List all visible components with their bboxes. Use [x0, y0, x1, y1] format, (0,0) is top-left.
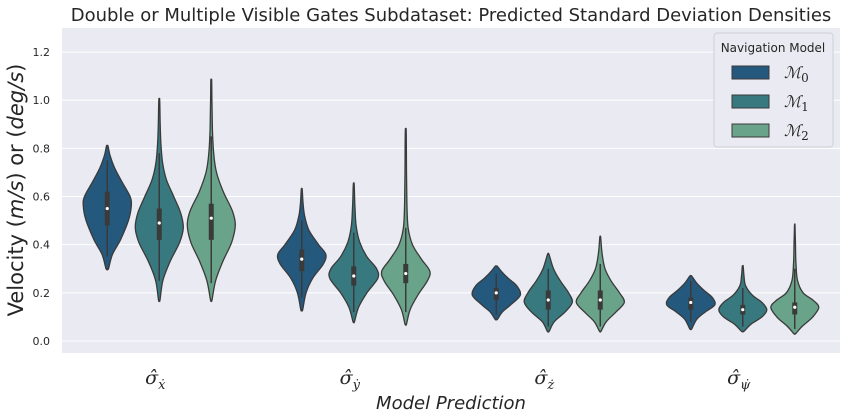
category-base: σ̂ — [340, 367, 354, 389]
x-category-label: σ̂ż — [534, 367, 554, 393]
violin-m0-cat1 — [276, 187, 327, 312]
legend-label-subscript: 2 — [801, 129, 809, 143]
y-tick-label: 0.4 — [33, 239, 51, 252]
legend-entry[interactable]: ℳ1 — [731, 92, 809, 114]
x-category-label: σ̂ẏ — [340, 367, 361, 393]
violin-median — [741, 308, 745, 312]
y-tick-label: 1.2 — [33, 46, 51, 59]
category-base: σ̂ — [145, 367, 159, 389]
violin-m2-cat3 — [770, 223, 820, 335]
category-subscript: ẋ — [158, 378, 166, 393]
category-subscript: ẏ — [352, 378, 361, 393]
violin-m2-cat2 — [575, 235, 626, 333]
x-category-label: σ̂ψ̇ — [727, 367, 751, 393]
chart-title: Double or Multiple Visible Gates Subdata… — [71, 5, 832, 26]
violin-median — [494, 291, 498, 295]
legend-label-subscript: 0 — [801, 71, 809, 85]
category-base: σ̂ — [534, 367, 548, 389]
legend-title: Navigation Model — [721, 41, 826, 55]
violin-m0-cat0 — [82, 144, 133, 271]
violin-m1-cat3 — [718, 264, 768, 333]
x-category-label: σ̂ẋ — [145, 367, 166, 393]
legend-entry[interactable]: ℳ0 — [731, 63, 809, 85]
violin-median — [352, 274, 356, 278]
violin-m0-cat3 — [665, 274, 716, 331]
violin-body — [380, 127, 431, 326]
legend-swatch — [731, 94, 770, 109]
legend-label: ℳ0 — [784, 63, 809, 85]
violin-median — [105, 206, 109, 211]
legend-label-base: ℳ — [784, 121, 804, 140]
x-axis-label: Model Prediction — [376, 393, 526, 414]
violin-median — [689, 300, 693, 305]
y-tick-labels: 0.0 0.2 0.4 0.6 0.8 1.0 1.2 — [33, 46, 51, 348]
violin-m2-cat0 — [186, 78, 236, 303]
violin-iqr-box — [208, 203, 214, 240]
legend-swatch — [731, 123, 770, 138]
y-tick-label: 0.2 — [33, 287, 51, 300]
y-tick-label: 0.0 — [33, 335, 51, 348]
y-tick-label: 0.6 — [33, 191, 51, 204]
category-subscript: ψ̇ — [740, 378, 751, 393]
violins — [82, 78, 820, 335]
violin-m1-cat1 — [328, 182, 380, 324]
violin-median — [598, 298, 602, 302]
x-category-labels: σ̂ẋ σ̂ẏ σ̂ż σ̂ψ̇ — [145, 367, 751, 393]
y-axis-label: Velocity (m/s) or (deg/s) — [4, 64, 28, 317]
y-tick-label: 0.8 — [33, 142, 51, 155]
y-tick-label: 1.0 — [33, 94, 51, 107]
legend-label: ℳ1 — [784, 92, 809, 114]
category-base: σ̂ — [727, 367, 741, 389]
legend-label-base: ℳ — [784, 92, 804, 111]
violin-median — [300, 257, 304, 261]
violin-m0-cat2 — [471, 265, 522, 321]
violin-m2-cat1 — [380, 127, 431, 326]
grid-lines — [62, 51, 840, 342]
legend-swatch — [731, 65, 770, 80]
violin-median — [793, 305, 797, 309]
violin-median — [209, 216, 213, 220]
category-subscript: ż — [546, 378, 554, 393]
violin-m1-cat0 — [134, 97, 184, 303]
violin-m1-cat2 — [523, 252, 574, 333]
violin-median — [546, 298, 550, 302]
violin-median — [157, 221, 161, 225]
legend-entry[interactable]: ℳ2 — [731, 121, 809, 143]
legend-label: ℳ2 — [784, 121, 809, 143]
legend-label-base: ℳ — [784, 63, 804, 82]
violin-median — [404, 271, 408, 276]
legend-frame — [713, 32, 834, 148]
legend-label-subscript: 1 — [801, 100, 809, 114]
